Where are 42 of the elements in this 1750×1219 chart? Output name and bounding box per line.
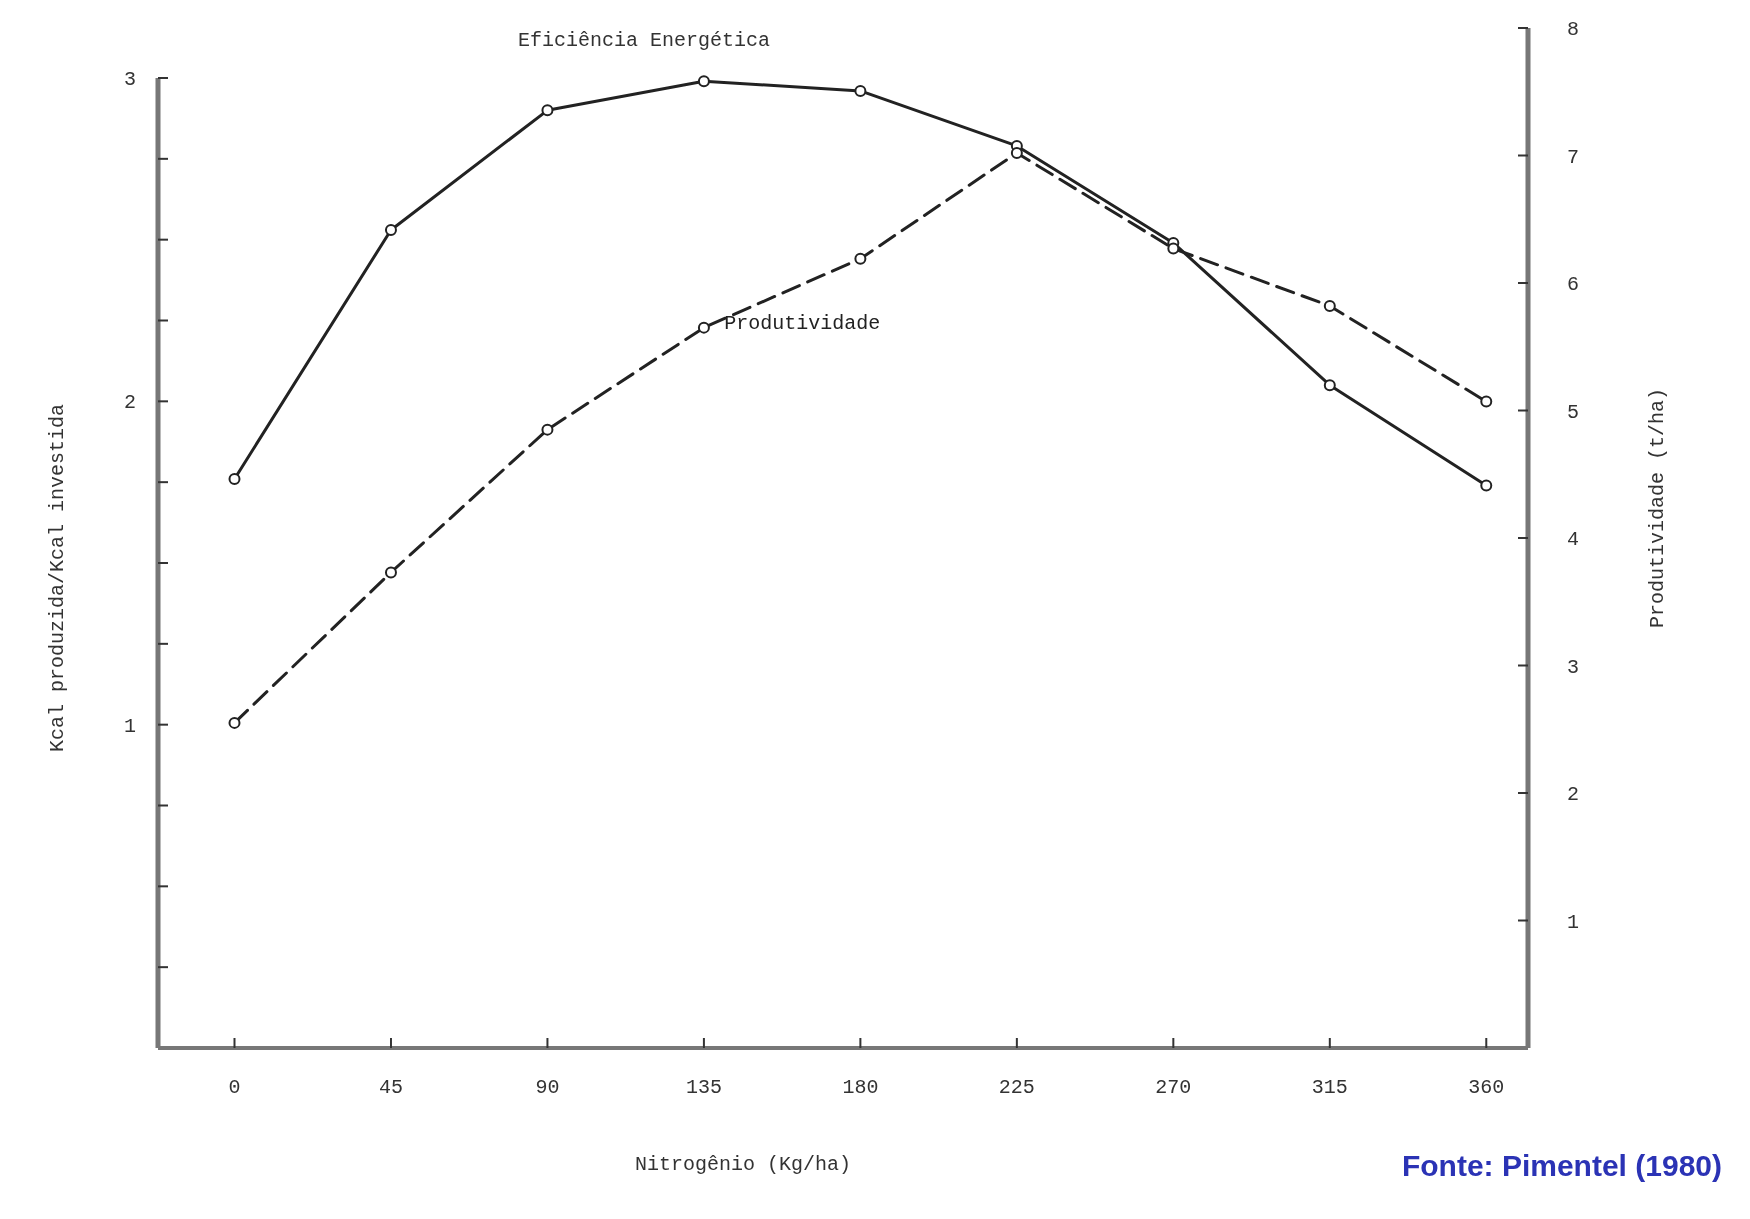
x-tick-label: 180 — [842, 1076, 879, 1099]
point — [228, 716, 241, 729]
x-tick-label: 135 — [685, 1076, 722, 1099]
point — [697, 321, 710, 334]
y2-tick-label: 2 — [1566, 783, 1580, 806]
point — [1480, 395, 1493, 408]
y2-tick-label: 7 — [1566, 145, 1580, 169]
x-tick-label: 360 — [1468, 1076, 1505, 1099]
x-tick-label: 0 — [228, 1076, 241, 1099]
source-note: Fonte: Pimentel (1980) — [1401, 1149, 1722, 1182]
point — [384, 566, 397, 579]
x-axis-title: Nitrogênio (Kg/ha) — [634, 1153, 852, 1176]
point — [854, 84, 867, 97]
y2-tick-label: 8 — [1566, 18, 1580, 41]
point — [1323, 379, 1336, 392]
y2-tick-label: 6 — [1566, 273, 1580, 296]
y-tick-label: 3 — [123, 68, 137, 91]
point — [541, 423, 554, 436]
series-label: Produtividade — [724, 312, 881, 336]
point — [384, 223, 397, 236]
point — [541, 104, 554, 117]
x-tick-label: 45 — [378, 1076, 403, 1099]
x-tick-label: 225 — [998, 1076, 1035, 1099]
y-tick-label: 1 — [123, 714, 137, 738]
point — [697, 75, 710, 88]
point — [1323, 299, 1336, 312]
series-label: Eficiência Energética — [517, 29, 770, 52]
x-tick-label: 315 — [1311, 1076, 1348, 1099]
point — [1480, 479, 1493, 492]
y2-axis-title: Produtividade (t/ha) — [1646, 387, 1669, 629]
point — [228, 472, 241, 485]
x-tick-label: 90 — [535, 1076, 560, 1099]
y2-tick-label: 4 — [1566, 528, 1580, 551]
y-axis-title: Kcal produzida/Kcal investida — [46, 403, 69, 753]
y2-tick-label: 5 — [1566, 400, 1580, 424]
point — [1167, 242, 1180, 255]
y2-tick-label: 1 — [1566, 910, 1580, 934]
x-tick-label: 270 — [1155, 1076, 1192, 1099]
point — [854, 252, 867, 265]
y2-tick-label: 3 — [1566, 655, 1580, 679]
y-tick-label: 2 — [123, 391, 137, 415]
point — [1010, 146, 1023, 159]
